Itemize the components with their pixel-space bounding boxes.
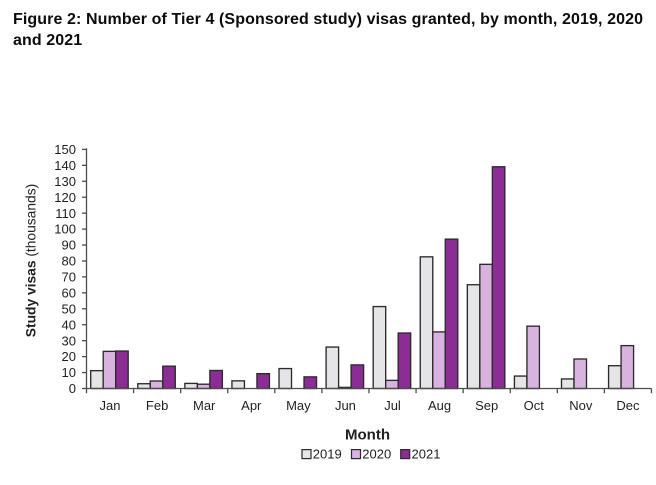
svg-text:2019: 2019 — [313, 447, 342, 462]
svg-text:10: 10 — [62, 365, 76, 380]
svg-text:Sep: Sep — [475, 398, 498, 413]
svg-text:50: 50 — [62, 301, 76, 316]
svg-text:Apr: Apr — [241, 398, 262, 413]
svg-text:80: 80 — [62, 254, 76, 269]
svg-text:0: 0 — [69, 381, 76, 396]
svg-text:Jul: Jul — [384, 398, 401, 413]
svg-text:Feb: Feb — [146, 398, 168, 413]
svg-text:30: 30 — [62, 333, 76, 348]
svg-text:May: May — [286, 398, 311, 413]
svg-text:Oct: Oct — [524, 398, 545, 413]
svg-text:Jun: Jun — [335, 398, 356, 413]
svg-text:120: 120 — [54, 190, 76, 205]
svg-text:60: 60 — [62, 285, 76, 300]
svg-text:130: 130 — [54, 174, 76, 189]
svg-text:100: 100 — [54, 222, 76, 237]
svg-text:Dec: Dec — [616, 398, 640, 413]
svg-text:Aug: Aug — [428, 398, 451, 413]
svg-text:110: 110 — [55, 206, 76, 221]
svg-text:40: 40 — [62, 317, 76, 332]
svg-text:2020: 2020 — [362, 447, 391, 462]
svg-text:Mar: Mar — [193, 398, 216, 413]
svg-text:Jan: Jan — [100, 398, 121, 413]
svg-text:2021: 2021 — [412, 447, 441, 462]
svg-text:Study visas (thousands): Study visas (thousands) — [24, 184, 39, 337]
svg-text:140: 140 — [54, 158, 76, 173]
svg-text:Nov: Nov — [569, 398, 593, 413]
svg-text:70: 70 — [62, 270, 76, 285]
svg-text:150: 150 — [54, 142, 76, 157]
svg-text:20: 20 — [62, 349, 76, 364]
svg-text:Month: Month — [345, 427, 390, 444]
svg-text:90: 90 — [62, 238, 76, 253]
